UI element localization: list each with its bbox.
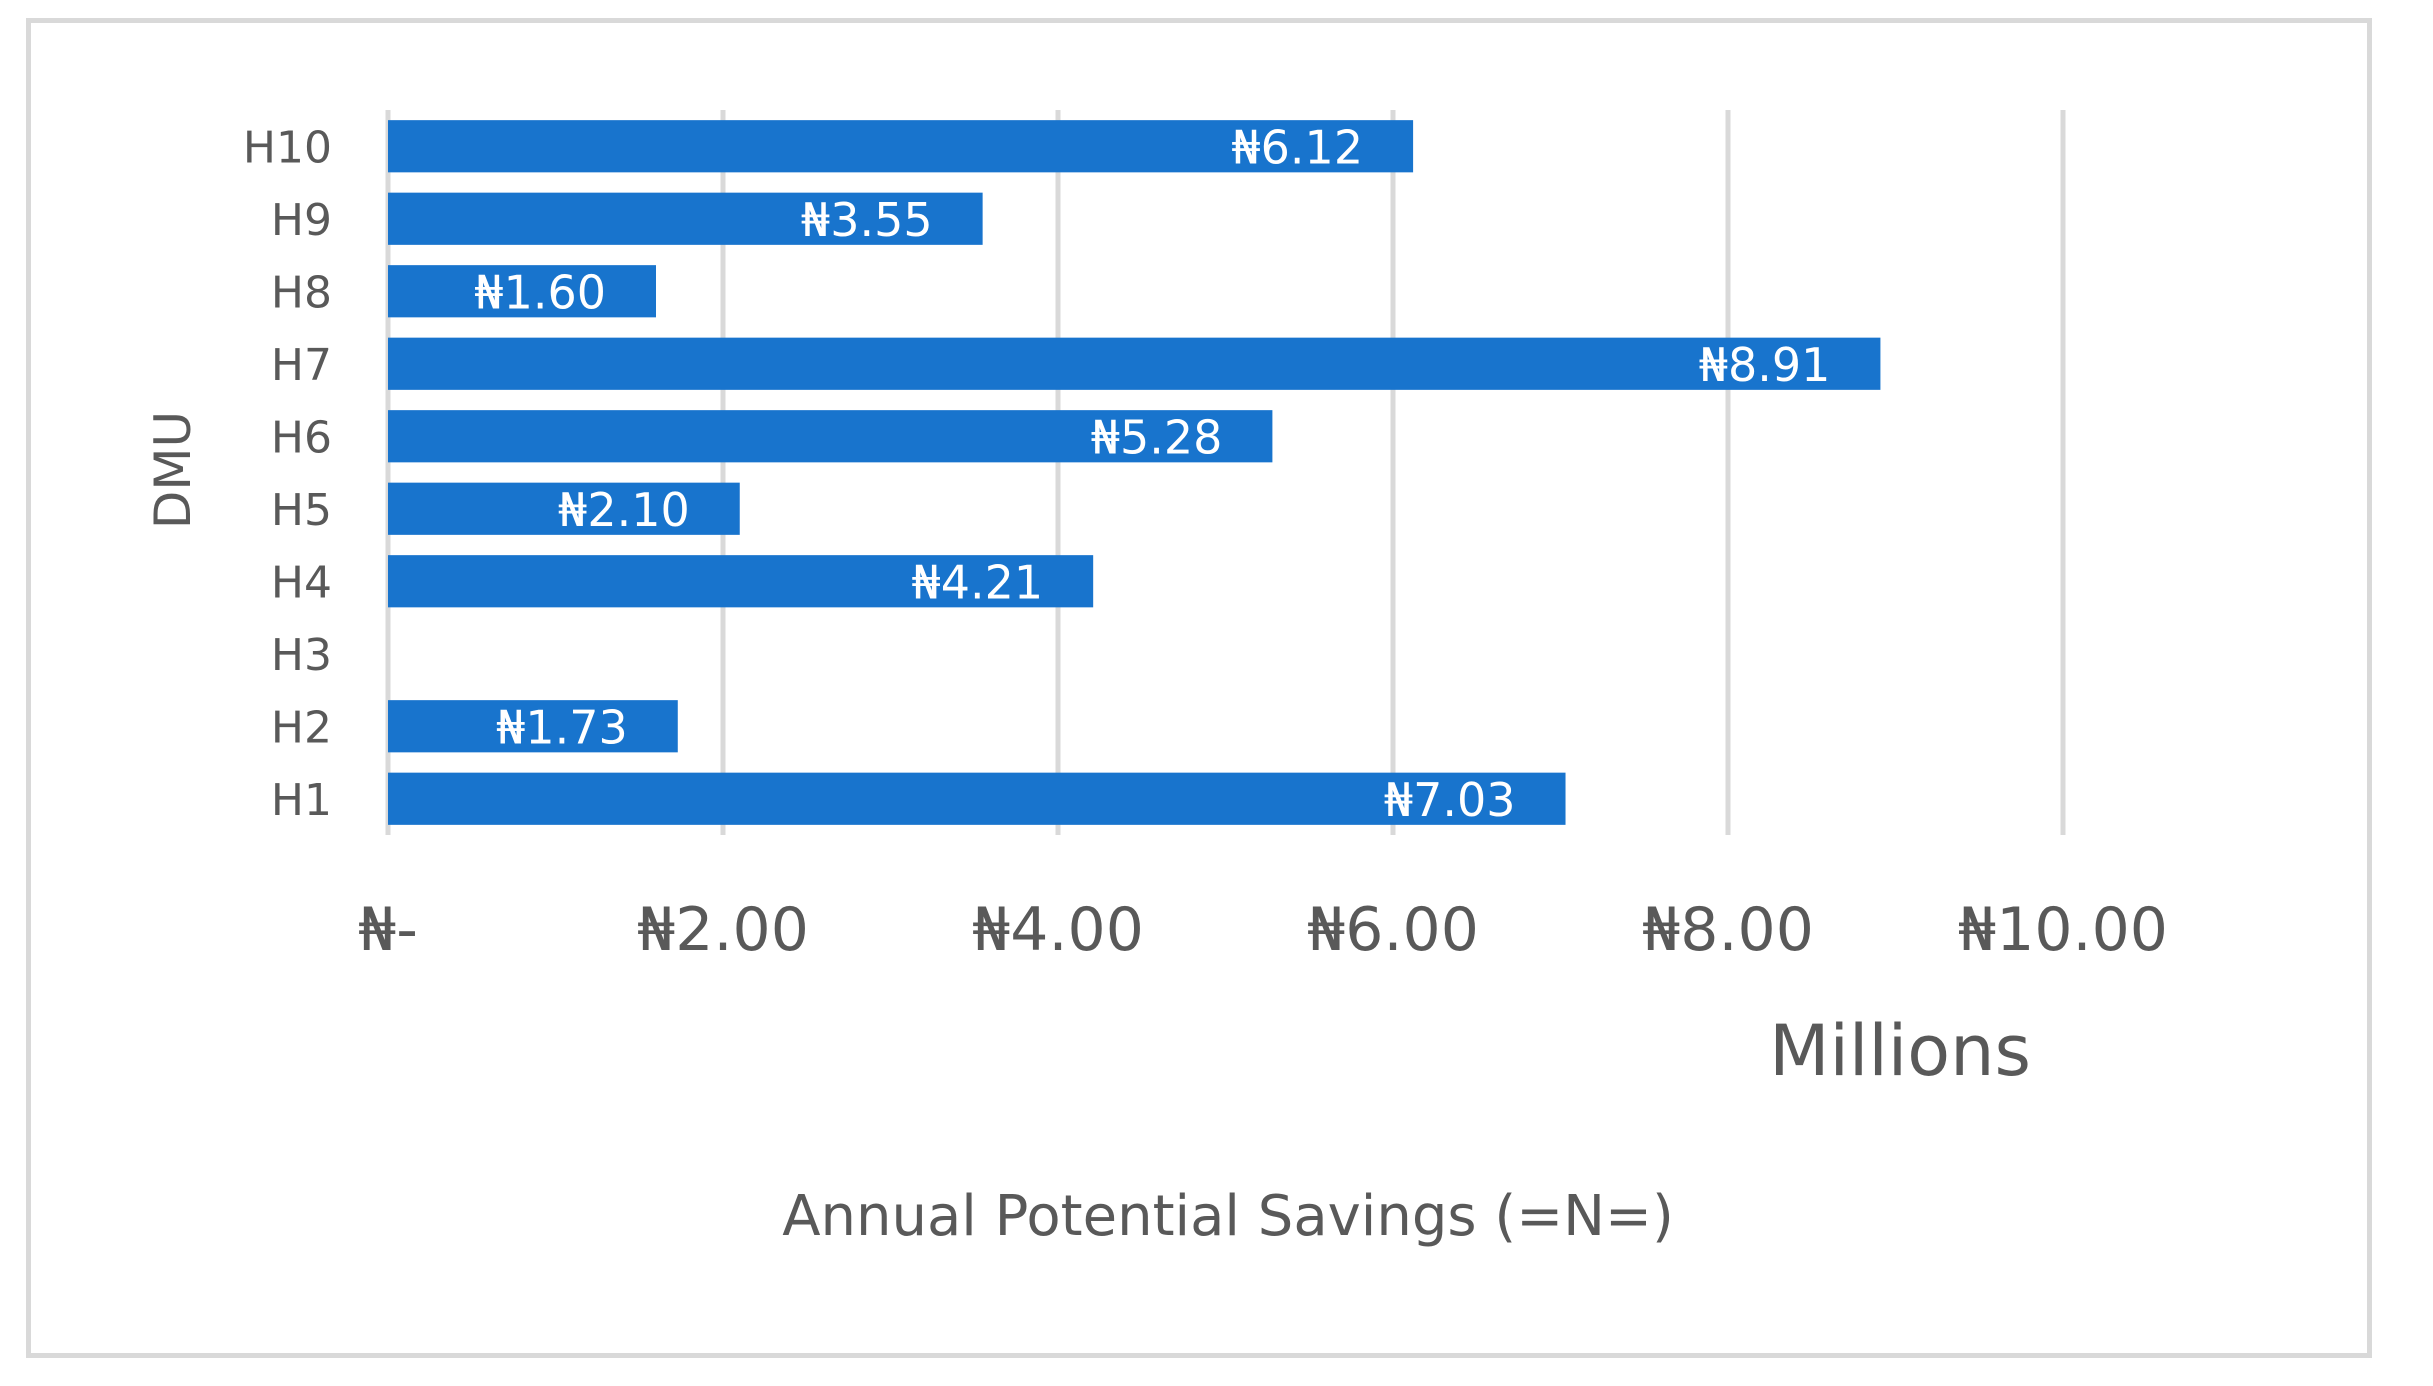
category-label: H2 bbox=[271, 702, 332, 753]
data-label: ₦1.60 bbox=[474, 265, 606, 319]
label-layer: ₦- ₦2.00 ₦4.00 ₦6.00 ₦8.00 ₦10.00 H10 ₦6.12 H9 ₦3… bbox=[243, 120, 2168, 965]
x-tick-label: ₦- bbox=[358, 895, 418, 965]
bar bbox=[388, 337, 1881, 390]
x-tick-label: ₦6.00 bbox=[1307, 895, 1479, 965]
bar bbox=[388, 410, 1273, 463]
category-label: H4 bbox=[271, 557, 332, 608]
x-axis-title: Annual Potential Savings (=N=) bbox=[782, 1184, 1674, 1249]
category-label: H3 bbox=[271, 630, 332, 681]
category-label: H8 bbox=[271, 267, 332, 318]
category-label: H5 bbox=[271, 485, 332, 536]
category-label: H7 bbox=[271, 340, 332, 391]
x-unit-label: Millions bbox=[1769, 1010, 2031, 1092]
bar bbox=[388, 265, 656, 318]
x-tick-label: ₦8.00 bbox=[1642, 895, 1814, 965]
category-label: H6 bbox=[271, 412, 332, 463]
bar bbox=[388, 482, 740, 535]
category-label: H1 bbox=[271, 775, 332, 826]
y-axis-title: DMU bbox=[144, 411, 202, 529]
x-tick-label: ₦4.00 bbox=[972, 895, 1144, 965]
bar bbox=[388, 120, 1414, 173]
bar bbox=[388, 555, 1094, 608]
data-label: ₦5.28 bbox=[1091, 410, 1223, 464]
data-label: ₦6.12 bbox=[1231, 120, 1363, 174]
data-label: ₦4.21 bbox=[911, 555, 1043, 609]
category-label: H10 bbox=[243, 122, 332, 173]
category-label: H9 bbox=[271, 195, 332, 246]
data-label: ₦7.03 bbox=[1384, 773, 1516, 827]
data-label: ₦1.73 bbox=[496, 700, 628, 754]
x-tick-label: ₦10.00 bbox=[1958, 895, 2168, 965]
data-label: ₦2.10 bbox=[558, 483, 690, 537]
data-label: ₦3.55 bbox=[801, 193, 933, 247]
data-label: ₦8.91 bbox=[1699, 338, 1831, 392]
x-tick-label: ₦2.00 bbox=[637, 895, 809, 965]
bar-layer bbox=[388, 120, 1881, 825]
bar bbox=[388, 192, 983, 245]
bar bbox=[388, 772, 1566, 825]
bar bbox=[388, 700, 678, 753]
